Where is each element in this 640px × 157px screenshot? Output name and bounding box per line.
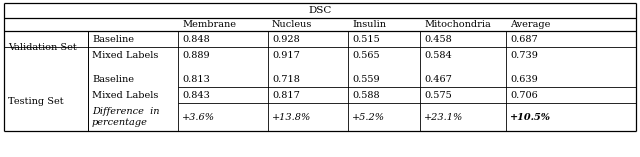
Text: 0.639: 0.639 — [510, 75, 538, 84]
Text: 0.848: 0.848 — [182, 35, 210, 43]
Text: Nucleus: Nucleus — [272, 20, 312, 29]
Text: +5.2%: +5.2% — [352, 113, 385, 122]
Text: 0.817: 0.817 — [272, 90, 300, 100]
Text: +13.8%: +13.8% — [272, 113, 311, 122]
Text: Membrane: Membrane — [182, 20, 236, 29]
Text: Insulin: Insulin — [352, 20, 386, 29]
Text: 0.588: 0.588 — [352, 90, 380, 100]
Text: 0.928: 0.928 — [272, 35, 300, 43]
Text: DSC: DSC — [308, 6, 332, 15]
Text: 0.687: 0.687 — [510, 35, 538, 43]
Text: Mixed Labels: Mixed Labels — [92, 90, 158, 100]
Text: 0.889: 0.889 — [182, 51, 210, 60]
Text: 0.706: 0.706 — [510, 90, 538, 100]
Text: 0.467: 0.467 — [424, 75, 452, 84]
Text: Testing Set: Testing Set — [8, 97, 63, 106]
Text: 0.917: 0.917 — [272, 51, 300, 60]
Text: Mixed Labels: Mixed Labels — [92, 51, 158, 60]
Text: 0.718: 0.718 — [272, 75, 300, 84]
Text: 0.575: 0.575 — [424, 90, 452, 100]
Text: 0.813: 0.813 — [182, 75, 210, 84]
Text: Baseline: Baseline — [92, 35, 134, 43]
Text: +3.6%: +3.6% — [182, 113, 215, 122]
Text: 0.843: 0.843 — [182, 90, 210, 100]
Text: Difference  in
percentage: Difference in percentage — [92, 107, 159, 127]
Text: +23.1%: +23.1% — [424, 113, 463, 122]
Text: 0.565: 0.565 — [352, 51, 380, 60]
Text: 0.584: 0.584 — [424, 51, 452, 60]
Text: Mitochondria: Mitochondria — [424, 20, 491, 29]
Text: Validation Set: Validation Set — [8, 43, 77, 51]
Text: 0.458: 0.458 — [424, 35, 452, 43]
Text: 0.739: 0.739 — [510, 51, 538, 60]
Text: Baseline: Baseline — [92, 75, 134, 84]
Text: Average: Average — [510, 20, 550, 29]
Text: 0.559: 0.559 — [352, 75, 380, 84]
Text: 0.515: 0.515 — [352, 35, 380, 43]
Text: +10.5%: +10.5% — [510, 113, 551, 122]
